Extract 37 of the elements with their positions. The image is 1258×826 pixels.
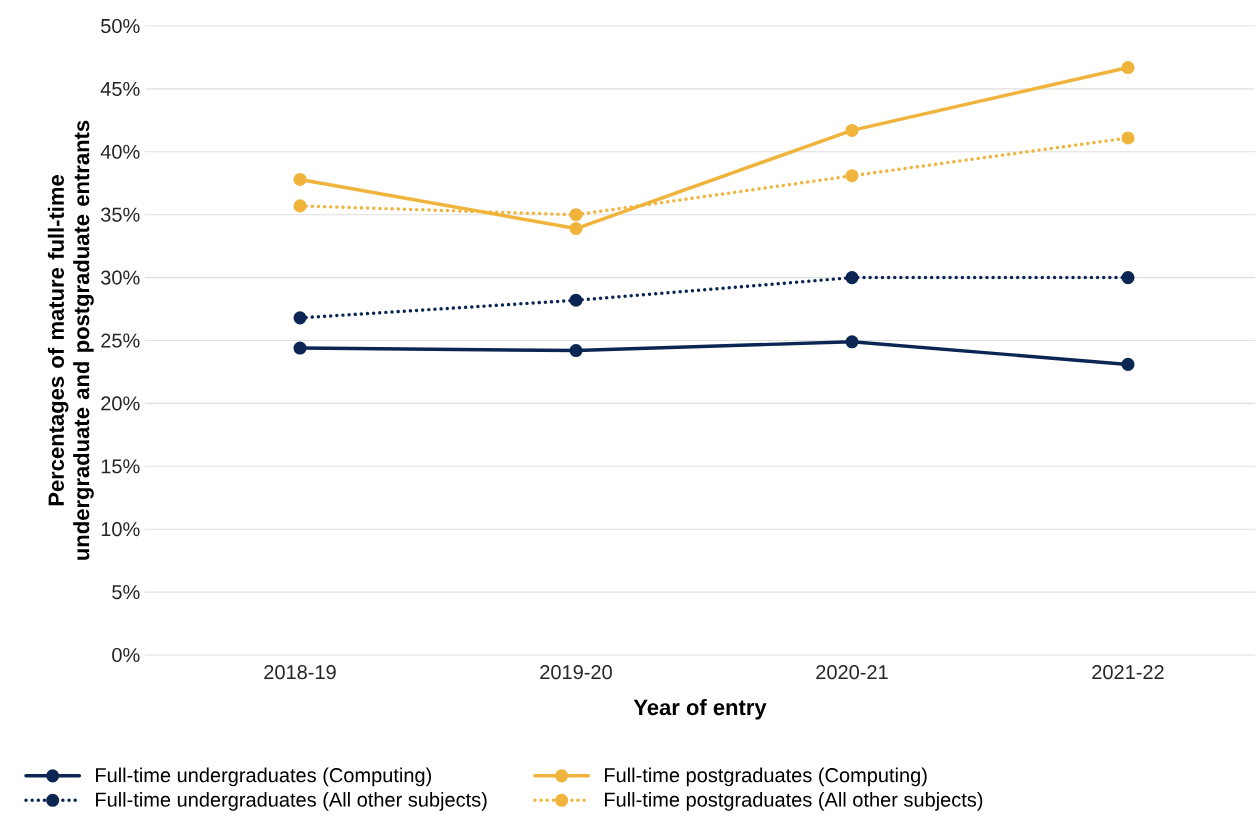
- y-tick-label: 45%: [100, 81, 140, 96]
- x-axis-title: Year of entry: [633, 699, 767, 720]
- point: [1121, 357, 1135, 371]
- point: [569, 222, 583, 236]
- y-tick-label: 25%: [101, 333, 140, 348]
- x-tick-label: 2019-20: [540, 665, 612, 680]
- legend-label: Full-time postgraduates (Computing): [605, 767, 927, 787]
- y-tick-label: 20%: [101, 396, 140, 411]
- y-tick-label: 10%: [101, 522, 140, 537]
- point: [845, 271, 859, 285]
- point: [293, 311, 307, 325]
- point: [569, 293, 583, 307]
- y-tick-label: 35%: [101, 207, 140, 222]
- y-tick-label: 0%: [112, 647, 140, 663]
- point: [293, 172, 307, 187]
- x-tick-label: 2018-19: [264, 665, 336, 680]
- y-tick-label: 40%: [100, 144, 140, 159]
- y-axis-title: Percentages of mature full-time undergraduate and postgraduate entrants: [47, 120, 94, 560]
- point: [569, 344, 583, 358]
- point: [569, 208, 583, 222]
- x-tick-label: 2020-21: [816, 665, 888, 680]
- legend-label: Full-time postgraduates (All other subjects): [605, 792, 983, 811]
- legend-label: Full-time undergraduates (All other subjects): [96, 792, 487, 811]
- point: [845, 123, 859, 137]
- x-tick-label: 2021-22: [1092, 665, 1164, 680]
- y-tick-label: 15%: [101, 459, 140, 474]
- point: [1121, 60, 1135, 75]
- y-tick-label: 50%: [101, 18, 140, 34]
- point: [293, 199, 307, 213]
- point: [293, 341, 307, 355]
- y-tick-label: 30%: [101, 270, 140, 285]
- y-tick-label: 5%: [112, 585, 140, 600]
- legend-label: Full-time undergraduates (Computing): [96, 767, 432, 787]
- point: [1121, 131, 1135, 145]
- point: [1121, 271, 1135, 285]
- point: [845, 169, 859, 183]
- point: [845, 335, 859, 349]
